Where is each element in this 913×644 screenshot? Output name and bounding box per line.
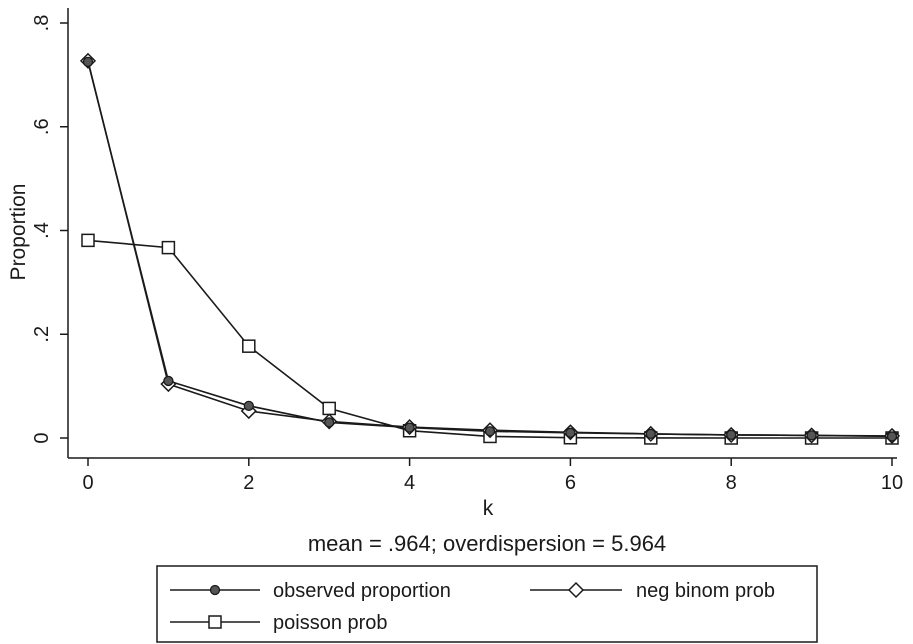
data-point-observed xyxy=(565,427,576,438)
data-point-observed xyxy=(484,426,496,437)
y-tick-label: .8 xyxy=(31,15,53,32)
data-point-observed xyxy=(806,430,817,441)
x-axis-label: k xyxy=(483,497,494,520)
data-point-observed xyxy=(324,417,335,428)
y-tick-label: .4 xyxy=(31,222,53,239)
series-markers xyxy=(79,52,901,445)
x-tick-label: 2 xyxy=(243,472,254,494)
series-line-0 xyxy=(87,61,893,438)
legend-box xyxy=(156,565,818,643)
x-tick-label: 0 xyxy=(82,472,93,494)
data-point-observed xyxy=(404,422,415,433)
plot-area: 0 .2 .4 .6 .8 0 2 4 6 8 10 xyxy=(31,8,903,494)
x-tick-label: 8 xyxy=(726,472,737,494)
data-point-poisson xyxy=(161,240,176,255)
legend-marker-observed-circle xyxy=(209,584,221,596)
data-point-poisson xyxy=(81,233,95,248)
legend-label-negbinom: neg binom prob xyxy=(636,580,775,602)
legend: observed proportion neg binom prob poiss… xyxy=(156,565,818,643)
chart-note: mean = .964; overdispersion = 5.964 xyxy=(308,531,666,556)
series-line-1 xyxy=(87,60,893,437)
y-tick-label: 0 xyxy=(31,432,53,443)
x-tick-label: 10 xyxy=(881,472,903,494)
series-line-2 xyxy=(87,239,892,439)
legend-item-observed: observed proportion xyxy=(170,580,451,602)
y-tick-label: .6 xyxy=(31,118,53,135)
legend-item-poisson: poisson prob xyxy=(170,612,388,634)
legend-marker-negbinom-diamond xyxy=(567,581,585,599)
y-tick-label: .2 xyxy=(31,326,53,343)
y-ticks: 0 .2 .4 .6 .8 xyxy=(31,15,68,444)
data-point-observed xyxy=(163,375,174,387)
x-tick-label: 4 xyxy=(404,472,415,494)
series-lines xyxy=(87,60,893,439)
data-point-poisson xyxy=(242,339,256,353)
data-point-observed xyxy=(645,428,656,440)
legend-marker-poisson-square xyxy=(208,615,222,629)
y-axis-label: Proportion xyxy=(7,184,30,281)
x-tick-label: 6 xyxy=(565,472,576,494)
data-point-observed xyxy=(886,431,898,442)
legend-item-negbinom: neg binom prob xyxy=(530,580,775,602)
legend-label-observed: observed proportion xyxy=(273,580,451,602)
data-point-poisson xyxy=(322,401,336,416)
data-point-observed xyxy=(726,429,737,441)
x-ticks: 0 2 4 6 8 10 xyxy=(82,458,903,494)
legend-label-poisson: poisson prob xyxy=(273,612,388,634)
data-point-observed xyxy=(243,400,254,411)
data-point-observed xyxy=(82,56,94,68)
